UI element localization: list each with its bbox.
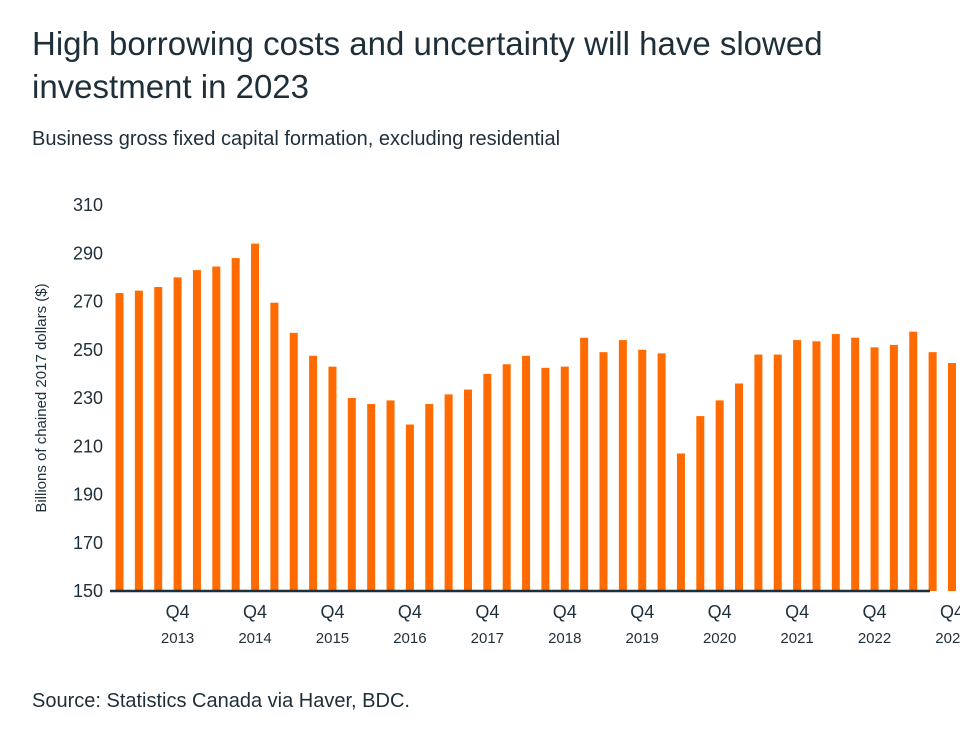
bar: [580, 337, 589, 591]
bar: [657, 353, 666, 591]
bar: [909, 331, 918, 591]
y-tick-label: 170: [73, 533, 103, 553]
x-tick-year-label: 2023: [935, 630, 960, 647]
y-tick-label: 270: [73, 292, 103, 312]
y-tick-label: 310: [73, 195, 103, 215]
y-tick-label: 230: [73, 388, 103, 408]
bar: [851, 337, 860, 591]
x-tick-quarter-label: Q4: [475, 602, 499, 622]
bar: [115, 293, 124, 591]
x-tick-year-label: 2013: [161, 630, 194, 647]
x-tick-year-label: 2014: [238, 630, 271, 647]
x-tick-year-label: 2018: [548, 630, 581, 647]
bar: [735, 383, 744, 591]
x-tick-year-label: 2016: [393, 630, 426, 647]
bar: [773, 354, 782, 591]
bar: [154, 287, 163, 591]
bar: [676, 453, 685, 591]
bar: [367, 404, 376, 591]
bar: [251, 243, 260, 591]
x-tick-quarter-label: Q4: [320, 602, 344, 622]
bar: [405, 424, 414, 591]
y-tick-label: 290: [73, 243, 103, 263]
y-tick-label: 190: [73, 485, 103, 505]
bar: [386, 400, 395, 591]
bar: [947, 363, 956, 591]
x-tick-quarter-label: Q4: [630, 602, 654, 622]
bar: [522, 355, 531, 591]
bar: [502, 364, 511, 591]
y-axis-ticks: 150 170 190 210 230 250 270 290 310: [73, 195, 103, 601]
bar: [192, 270, 201, 591]
bar: [328, 366, 337, 591]
x-tick-quarter-label: Q4: [553, 602, 577, 622]
x-tick-quarter-label: Q4: [940, 602, 960, 622]
bar: [560, 366, 569, 591]
bar: [812, 341, 821, 591]
bar: [309, 355, 318, 591]
bar: [289, 332, 298, 591]
bar-series: [115, 243, 956, 592]
bar: [541, 367, 550, 591]
x-tick-year-label: 2022: [858, 630, 891, 647]
bar: [754, 354, 763, 591]
y-tick-label: 210: [73, 436, 103, 456]
x-axis-ticks: Q4 2013 Q4 2014 Q4 2015 Q4 2016 Q4 2017 Q4 2018 Q4 20…: [161, 602, 960, 647]
x-tick-year-label: 2015: [316, 630, 349, 647]
bar: [463, 389, 472, 591]
bar: [831, 334, 840, 591]
bar: [231, 258, 240, 591]
bar: [444, 394, 453, 591]
bar: [212, 266, 221, 591]
x-tick-quarter-label: Q4: [708, 602, 732, 622]
bar: [618, 340, 627, 591]
x-tick-quarter-label: Q4: [166, 602, 190, 622]
bar: [483, 373, 492, 592]
bar: [425, 404, 434, 591]
bar: [715, 400, 724, 591]
bar: [696, 416, 705, 591]
y-axis-title: Billions of chained 2017 dollars ($): [33, 283, 50, 512]
bar: [638, 349, 647, 591]
x-tick-quarter-label: Q4: [398, 602, 422, 622]
bar: [889, 344, 898, 591]
y-tick-label: 250: [73, 340, 103, 360]
bar: [134, 290, 143, 591]
bar: [270, 302, 279, 591]
chart-title: High borrowing costs and uncertainty wil…: [32, 25, 823, 105]
source-note: Source: Statistics Canada via Haver, BDC…: [32, 690, 410, 712]
bar: [793, 340, 802, 591]
bar: [599, 352, 608, 591]
x-tick-year-label: 2021: [780, 630, 813, 647]
bar: [870, 347, 879, 591]
x-tick-year-label: 2020: [703, 630, 736, 647]
bar: [347, 398, 356, 591]
x-tick-year-label: 2017: [471, 630, 504, 647]
y-tick-label: 150: [73, 581, 103, 601]
bar: [173, 277, 182, 592]
x-tick-quarter-label: Q4: [785, 602, 809, 622]
x-tick-quarter-label: Q4: [243, 602, 267, 622]
chart-subtitle: Business gross fixed capital formation, …: [32, 128, 561, 150]
bar: [928, 352, 937, 591]
x-tick-quarter-label: Q4: [863, 602, 887, 622]
x-tick-year-label: 2019: [626, 630, 659, 647]
